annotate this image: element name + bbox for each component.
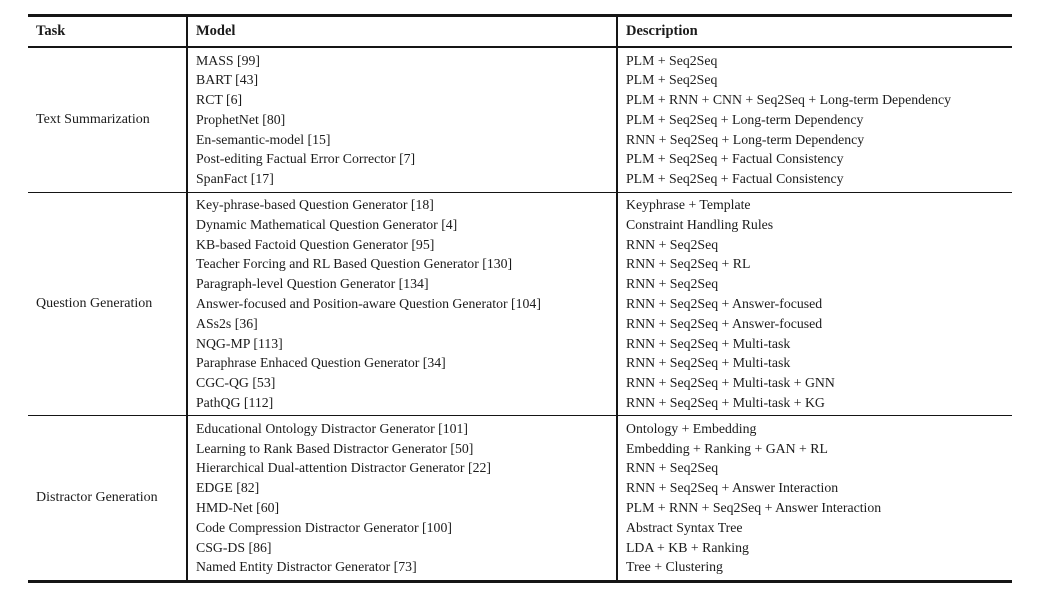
model-column: MASS [99] BART [43] RCT [6] ProphetNet [… xyxy=(188,48,618,192)
header-task: Task xyxy=(28,17,188,46)
table-group-question-generation: Question Generation Key-phrase-based Que… xyxy=(28,192,1012,417)
task-label: Text Summarization xyxy=(28,48,188,192)
model-entry: SpanFact [17] xyxy=(196,171,274,187)
description-entry: Abstract Syntax Tree xyxy=(626,519,743,535)
model-entry: Post-editing Factual Error Corrector [7] xyxy=(196,151,416,167)
description-entry: Ontology + Embedding xyxy=(626,420,757,436)
description-entry: RNN + Seq2Seq + Multi-task xyxy=(626,355,791,371)
model-entry: CSG-DS [86] xyxy=(196,539,272,555)
description-entry: RNN + Seq2Seq + Answer-focused xyxy=(626,315,823,331)
description-entry: PLM + Seq2Seq + Factual Consistency xyxy=(626,151,844,167)
model-entry: Hierarchical Dual-attention Distractor G… xyxy=(196,460,491,476)
model-entry: Learning to Rank Based Distractor Genera… xyxy=(196,440,474,456)
description-entry: Keyphrase + Template xyxy=(626,197,751,213)
model-entry: BART [43] xyxy=(196,72,259,88)
model-entry: Educational Ontology Distractor Generato… xyxy=(196,420,469,436)
description-column: Keyphrase + Template Constraint Handling… xyxy=(618,193,1012,416)
description-entry: PLM + Seq2Seq + Long-term Dependency xyxy=(626,111,864,127)
model-entry: CGC-QG [53] xyxy=(196,375,276,391)
header-description: Description xyxy=(626,23,698,39)
table-header-row: Task Model Description xyxy=(28,17,1012,48)
model-entry: Paraphrase Enhaced Question Generator [3… xyxy=(196,355,446,371)
description-entry: RNN + Seq2Seq xyxy=(626,460,719,476)
description-entry: RNN + Seq2Seq + Answer-focused xyxy=(626,296,823,312)
model-entry: Named Entity Distractor Generator [73] xyxy=(196,559,417,575)
description-entry: PLM + RNN + Seq2Seq + Answer Interaction xyxy=(626,500,882,516)
description-entry: PLM + Seq2Seq xyxy=(626,52,718,68)
table-group-text-summarization: Text Summarization MASS [99] BART [43] R… xyxy=(28,48,1012,193)
description-entry: RNN + Seq2Seq xyxy=(626,276,719,292)
description-entry: RNN + Seq2Seq + Multi-task + KG xyxy=(626,395,825,411)
description-entry: RNN + Seq2Seq + Long-term Dependency xyxy=(626,131,865,147)
description-entry: Embedding + Ranking + GAN + RL xyxy=(626,440,828,456)
model-entry: MASS [99] xyxy=(196,52,261,68)
model-comparison-table: Task Model Description Text Summarizatio… xyxy=(28,14,1012,583)
description-entry: RNN + Seq2Seq + RL xyxy=(626,256,751,272)
model-entry: Teacher Forcing and RL Based Question Ge… xyxy=(196,256,513,272)
description-column: PLM + Seq2Seq PLM + Seq2Seq PLM + RNN + … xyxy=(618,48,1012,192)
description-entry: PLM + Seq2Seq xyxy=(626,72,718,88)
table-group-distractor-generation: Distractor Generation Educational Ontolo… xyxy=(28,416,1012,580)
model-entry: Answer-focused and Position-aware Questi… xyxy=(196,296,541,312)
description-column: Ontology + Embedding Embedding + Ranking… xyxy=(618,416,1012,579)
model-entry: PathQG [112] xyxy=(196,395,274,411)
model-column: Educational Ontology Distractor Generato… xyxy=(188,416,618,580)
task-label: Question Generation xyxy=(28,192,188,416)
description-entry: PLM + RNN + CNN + Seq2Seq + Long-term De… xyxy=(626,92,952,108)
description-entry: RNN + Seq2Seq xyxy=(626,236,719,252)
description-entry: PLM + Seq2Seq + Factual Consistency xyxy=(626,171,844,187)
model-column: Key-phrase-based Question Generator [18]… xyxy=(188,192,618,416)
task-label: Distractor Generation xyxy=(28,416,188,580)
model-entry: Dynamic Mathematical Question Generator … xyxy=(196,216,458,232)
description-entry: RNN + Seq2Seq + Multi-task + GNN xyxy=(626,375,835,391)
model-entry: NQG-MP [113] xyxy=(196,335,283,351)
description-entry: LDA + KB + Ranking xyxy=(626,539,749,555)
model-entry: EDGE [82] xyxy=(196,480,260,496)
description-entry: RNN + Seq2Seq + Multi-task xyxy=(626,335,791,351)
model-entry: HMD-Net [60] xyxy=(196,500,280,516)
model-entry: En-semantic-model [15] xyxy=(196,131,331,147)
model-entry: Paragraph-level Question Generator [134] xyxy=(196,276,429,292)
model-entry: Key-phrase-based Question Generator [18] xyxy=(196,197,434,213)
description-entry: Constraint Handling Rules xyxy=(626,216,774,232)
description-entry: RNN + Seq2Seq + Answer Interaction xyxy=(626,480,839,496)
model-entry: ASs2s [36] xyxy=(196,315,258,331)
description-entry: Tree + Clustering xyxy=(626,559,723,575)
model-entry: RCT [6] xyxy=(196,92,243,108)
model-entry: ProphetNet [80] xyxy=(196,111,286,127)
model-entry: KB-based Factoid Question Generator [95] xyxy=(196,236,435,252)
header-model: Model xyxy=(188,17,618,46)
model-entry: Code Compression Distractor Generator [1… xyxy=(196,519,452,535)
